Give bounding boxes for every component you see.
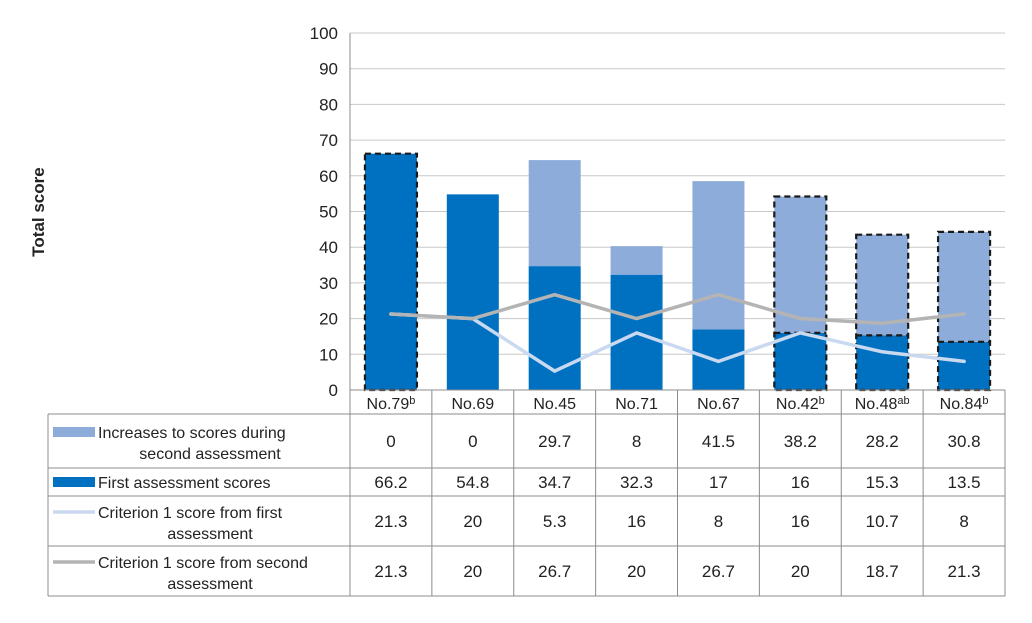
table-value: 8 xyxy=(632,432,641,451)
line-point xyxy=(962,312,966,316)
lines xyxy=(389,292,966,373)
table-value: 10.7 xyxy=(866,512,899,531)
category-label: No.67 xyxy=(697,396,740,413)
table-value: 20 xyxy=(627,562,646,581)
category-label: No.71 xyxy=(615,396,658,413)
line-point xyxy=(798,317,802,321)
table-value: 26.7 xyxy=(538,562,571,581)
legend-criterion1-first-label: assessment xyxy=(167,526,253,543)
category-label: No.84b xyxy=(940,395,989,413)
legend-first-assessment-swatch xyxy=(53,477,95,487)
table-value: 34.7 xyxy=(538,473,571,492)
table-value: 16 xyxy=(791,512,810,531)
line-point xyxy=(880,350,884,354)
table-value: 21.3 xyxy=(374,512,407,531)
table-value: 30.8 xyxy=(948,432,981,451)
category-superscript: b xyxy=(819,395,825,407)
category-label: No.69 xyxy=(451,396,494,413)
y-tick-label: 70 xyxy=(319,131,338,150)
legend-increase-label: second assessment xyxy=(139,446,281,463)
category-label: No.42b xyxy=(776,395,825,413)
table-value: 8 xyxy=(959,512,968,531)
table-value: 38.2 xyxy=(784,432,817,451)
y-tick-label: 0 xyxy=(329,381,338,400)
line-point xyxy=(716,359,720,363)
bar-dashed-outline xyxy=(936,230,992,392)
y-tick-label: 10 xyxy=(319,345,338,364)
table-value: 32.3 xyxy=(620,473,653,492)
table-value: 20 xyxy=(463,512,482,531)
y-tick-label: 30 xyxy=(319,274,338,293)
category-superscript: ab xyxy=(897,395,909,407)
legend-increase-swatch xyxy=(53,427,95,437)
table-value: 54.8 xyxy=(456,473,489,492)
line-point xyxy=(635,317,639,321)
bar-score-increase xyxy=(692,181,745,330)
legend-increase-label: Increases to scores during xyxy=(98,425,286,442)
line-point xyxy=(716,293,720,297)
table-value: 18.7 xyxy=(866,562,899,581)
table-value: 5.3 xyxy=(543,512,567,531)
bar-first-assessment xyxy=(364,153,417,390)
table-value: 0 xyxy=(386,432,395,451)
table-value: 28.2 xyxy=(866,432,899,451)
table-value: 20 xyxy=(791,562,810,581)
table-value: 8 xyxy=(714,512,723,531)
table-value: 20 xyxy=(463,562,482,581)
table-value: 16 xyxy=(627,512,646,531)
bar-score-increase xyxy=(610,246,663,275)
category-label: No.79b xyxy=(367,395,416,413)
legend-criterion1-second-label: assessment xyxy=(167,576,253,593)
bar-score-increase xyxy=(528,160,581,267)
y-tick-label: 50 xyxy=(319,203,338,222)
category-label: No.48ab xyxy=(855,395,910,413)
y-tick-label: 40 xyxy=(319,238,338,257)
category-label: No.45 xyxy=(533,396,576,413)
table-value: 66.2 xyxy=(374,473,407,492)
line-criterion1-first xyxy=(389,312,966,373)
table-value: 29.7 xyxy=(538,432,571,451)
legend-first-assessment-label: First assessment scores xyxy=(98,475,270,492)
data-table: No.79b No.69 No.45 No.71 No.67 No.42b No.48ab N… xyxy=(47,389,1006,597)
bar-first-assessment xyxy=(938,341,991,390)
table-value: 26.7 xyxy=(702,562,735,581)
bar-first-assessment xyxy=(446,194,499,390)
table-value: 16 xyxy=(791,473,810,492)
legend-criterion1-first-label: Criterion 1 score from first xyxy=(98,505,283,522)
table-value: 0 xyxy=(468,432,477,451)
line-point xyxy=(880,321,884,325)
table-value: 41.5 xyxy=(702,432,735,451)
bar-score-increase xyxy=(856,234,909,336)
line-point xyxy=(389,312,393,316)
line-point xyxy=(553,293,557,297)
y-tick-label: 90 xyxy=(319,60,338,79)
bar-score-increase xyxy=(774,196,827,333)
table-value: 13.5 xyxy=(948,473,981,492)
bar-first-assessment xyxy=(774,332,827,390)
line-point xyxy=(962,359,966,363)
table-value: 21.3 xyxy=(948,562,981,581)
bars xyxy=(363,152,992,392)
y-tick-label: 60 xyxy=(319,167,338,186)
line-point xyxy=(798,331,802,335)
y-tick-label: 20 xyxy=(319,310,338,329)
line-point xyxy=(635,331,639,335)
table-value: 21.3 xyxy=(374,562,407,581)
table-value: 17 xyxy=(709,473,728,492)
line-criterion1-second xyxy=(389,292,966,325)
table-value: 15.3 xyxy=(866,473,899,492)
bar-score-increase xyxy=(938,231,991,342)
legend-criterion1-second-label: Criterion 1 score from second xyxy=(98,555,308,572)
y-tick-label: 80 xyxy=(319,95,338,114)
category-superscript: b xyxy=(409,395,415,407)
bar-first-assessment xyxy=(856,335,909,390)
y-axis-title: Total score xyxy=(29,167,48,256)
category-superscript: b xyxy=(982,395,988,407)
y-tick-label: 100 xyxy=(310,24,338,43)
line-point xyxy=(471,317,475,321)
line-point xyxy=(553,369,557,373)
